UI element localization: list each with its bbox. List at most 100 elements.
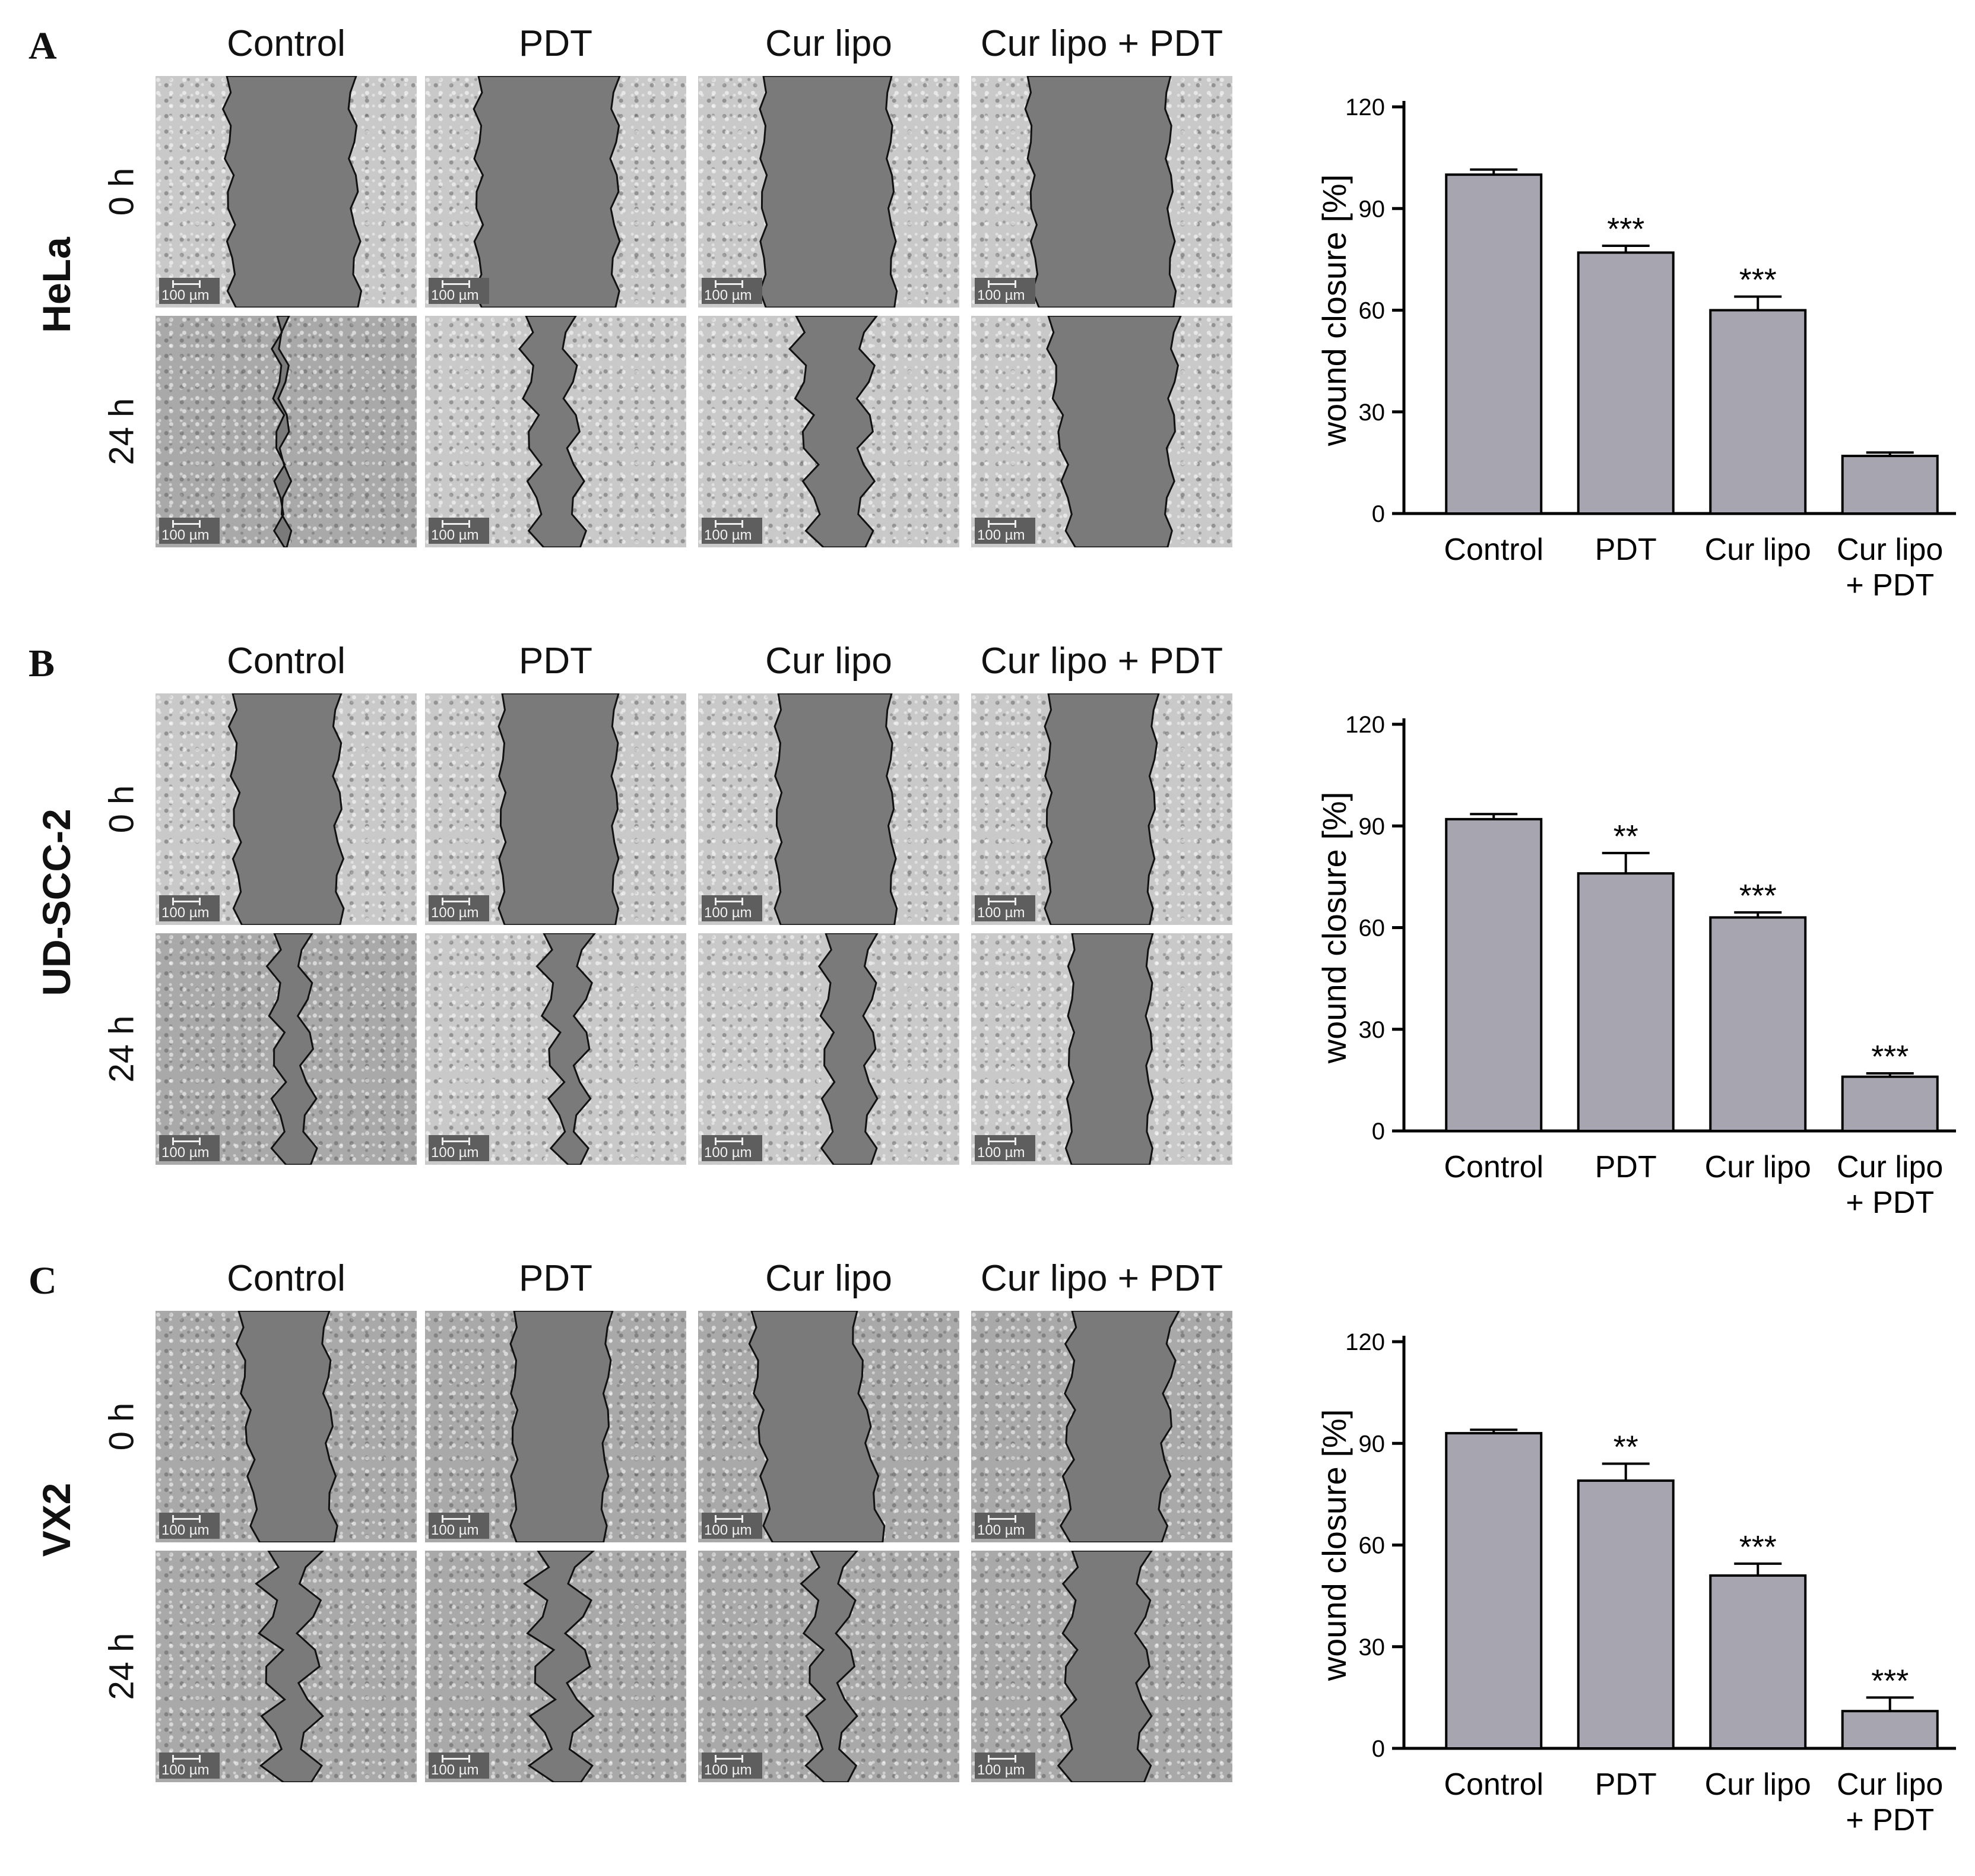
scale-bar: 100 µm <box>975 1513 1035 1539</box>
scale-bar-line <box>172 1755 201 1763</box>
scale-bar-label: 100 µm <box>704 1762 752 1778</box>
x-tick-label: Cur lipo <box>1705 1150 1811 1184</box>
scale-bar: 100 µm <box>975 1135 1035 1161</box>
scale-bar-line <box>442 898 470 905</box>
scale-bar: 100 µm <box>975 278 1035 304</box>
scale-bar-label: 100 µm <box>431 1145 479 1161</box>
wound-gap-svg <box>773 693 898 925</box>
scale-bar-line <box>988 1137 1016 1145</box>
significance-label: *** <box>1739 262 1777 298</box>
micrograph: 100 µm <box>698 693 959 925</box>
wound-gap-svg <box>817 933 879 1165</box>
y-tick-label: 30 <box>1359 1634 1386 1660</box>
wound-gap <box>748 1311 886 1542</box>
bar <box>1841 454 1939 515</box>
scale-bar: 100 µm <box>975 518 1035 544</box>
wound-gap <box>773 693 898 925</box>
y-tick-label: 60 <box>1359 1533 1386 1559</box>
scale-bar-line <box>715 280 743 288</box>
scale-bar-label: 100 µm <box>977 287 1025 303</box>
scale-bar-label: 100 µm <box>704 527 752 543</box>
scale-bar-label: 100 µm <box>431 1762 479 1778</box>
row-label: 24 h <box>102 1015 141 1083</box>
scale-bar: 100 µm <box>702 895 762 921</box>
wound-gap <box>535 933 596 1165</box>
scale-bar: 100 µm <box>702 1753 762 1779</box>
scale-bar-line <box>442 280 470 288</box>
scale-bar-line <box>442 1137 470 1145</box>
micrograph: 100 µm <box>971 76 1232 308</box>
micrograph: 100 µm <box>156 316 417 547</box>
wound-gap <box>1057 1551 1153 1782</box>
wound-gap-svg <box>518 316 588 547</box>
bar <box>1445 817 1543 1133</box>
wound-gap <box>1044 693 1160 925</box>
bar <box>1577 1479 1675 1750</box>
wound-gap <box>1024 76 1177 308</box>
x-tick-label: Cur lipo <box>1705 1767 1811 1802</box>
wound-gap <box>473 76 621 308</box>
wound-gap-svg <box>1057 1551 1153 1782</box>
x-tick-label-line: Control <box>1444 533 1543 567</box>
wound-gap-svg <box>1024 76 1177 308</box>
x-tick-label: PDT <box>1595 1150 1657 1184</box>
scale-bar: 100 µm <box>159 1513 220 1539</box>
x-tick-label-line: Cur lipo <box>1837 1767 1943 1802</box>
column-label: Cur lipo + PDT <box>980 641 1223 682</box>
scale-bar: 100 µm <box>975 895 1035 921</box>
bar-chart: 0 30 60 90 120 wound closure [%] Control ** PDT *… <box>1321 712 1956 1220</box>
wound-gap <box>1064 933 1154 1165</box>
panel-a: A HeLa Control PDT Cur lipo Cur lipo + PDT 0 h… <box>0 0 1975 611</box>
micrograph: 100 µm <box>425 693 686 925</box>
y-tick-label: 30 <box>1359 1017 1386 1043</box>
micrograph: 100 µm <box>698 1551 959 1782</box>
cell-line-label: UD-SCC-2 <box>34 809 78 996</box>
wound-gap <box>522 1551 595 1782</box>
significance-label: *** <box>1871 1039 1909 1075</box>
scale-bar: 100 µm <box>702 1513 762 1539</box>
scale-bar: 100 µm <box>159 1135 220 1161</box>
cell-line-label: HeLa <box>34 237 78 333</box>
wound-gap <box>788 316 878 547</box>
scale-bar-label: 100 µm <box>704 905 752 921</box>
scale-bar-line <box>988 1755 1016 1763</box>
row-label: 0 h <box>102 167 141 216</box>
x-tick-label-line: + PDT <box>1846 1803 1934 1837</box>
x-tick-label-line: Control <box>1444 1150 1543 1184</box>
scale-bar-line <box>715 520 743 528</box>
bar-chart: 0 30 60 90 120 wound closure [%] Control ** PDT *… <box>1321 1329 1956 1837</box>
row-label: 24 h <box>102 398 141 465</box>
wound-gap <box>265 933 318 1165</box>
scale-bar: 100 µm <box>159 895 220 921</box>
scale-bar-line <box>988 520 1016 528</box>
micrograph: 100 µm <box>156 76 417 308</box>
micrograph: 100 µm <box>425 76 686 308</box>
bar <box>1577 251 1675 515</box>
scale-bar-label: 100 µm <box>977 1145 1025 1161</box>
micrograph: 100 µm <box>425 1551 686 1782</box>
scale-bar-label: 100 µm <box>977 527 1025 543</box>
row-label: 24 h <box>102 1633 141 1700</box>
scale-bar: 100 µm <box>159 278 220 304</box>
y-tick-label: 120 <box>1345 94 1385 121</box>
bar <box>1709 1574 1807 1750</box>
x-tick-label: PDT <box>1595 1767 1657 1802</box>
scale-bar-line <box>715 898 743 905</box>
column-label: Control <box>227 23 345 64</box>
x-tick-label-line: Control <box>1444 1767 1543 1802</box>
y-tick-label: 60 <box>1359 298 1386 324</box>
wound-gap-svg <box>497 693 620 925</box>
y-tick-label: 120 <box>1345 712 1385 738</box>
x-tick-label-line: Cur lipo <box>1837 533 1943 567</box>
scale-bar-label: 100 µm <box>704 1145 752 1161</box>
wound-gap-svg <box>748 1311 886 1542</box>
wound-gap-svg <box>1059 1311 1180 1542</box>
scale-bar-line <box>988 898 1016 905</box>
y-tick-label: 90 <box>1359 1431 1386 1457</box>
scale-bar-label: 100 µm <box>431 1522 479 1538</box>
wound-gap <box>509 1311 614 1542</box>
row-label: 0 h <box>102 1402 141 1451</box>
scale-bar-line <box>442 520 470 528</box>
panel-letter: A <box>28 24 57 68</box>
x-tick-label: Cur lipo + PDT <box>1837 533 1943 603</box>
